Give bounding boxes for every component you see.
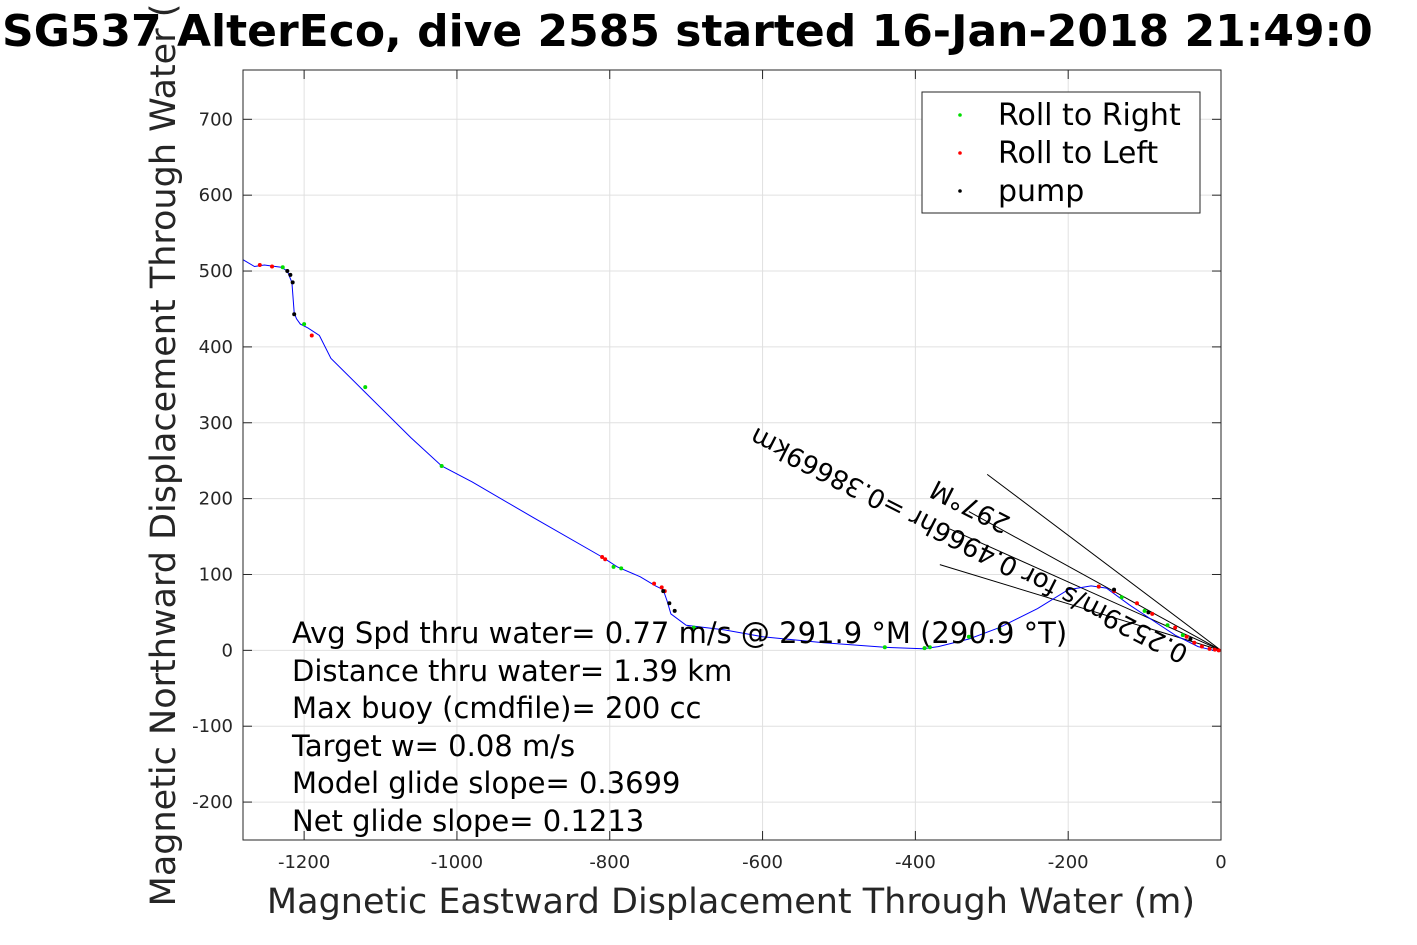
roll-left-point: [1212, 647, 1217, 652]
roll-right-point: [922, 646, 927, 651]
plot-border: [242, 69, 1222, 841]
stat-net-glide: Net glide slope= 0.1213: [292, 804, 644, 838]
axes: -1200 -1000 -800 -600 -400 -200 0-200-10001002…: [192, 70, 1227, 873]
stat-max-buoy: Max buoy (cmdfile)= 200 cc: [292, 691, 701, 725]
chart-title: SG537 AlterEco, dive 2585 started 16-Jan…: [2, 6, 1373, 57]
roll-left-point: [270, 264, 275, 269]
y-tick-label: -200: [192, 792, 233, 813]
pump-point: [672, 608, 677, 613]
data-points: [257, 262, 1221, 653]
annotation-line: [986, 473, 1222, 651]
legend-roll-right: Roll to Right: [998, 98, 1181, 133]
legend-box: [921, 91, 1201, 214]
pump-point: [1146, 610, 1151, 615]
x-tick-label: -1200: [278, 852, 330, 873]
annotation-lines: [939, 473, 1222, 651]
roll-right-point: [882, 645, 887, 650]
x-tick-label: -1000: [431, 852, 483, 873]
legend-marker-roll-right: [958, 113, 962, 117]
annotation-line: [939, 564, 1222, 651]
legend-roll-left: Roll to Left: [998, 136, 1158, 171]
roll-left-point: [309, 333, 314, 338]
roll-left-point: [1096, 584, 1101, 589]
stat-target-w: Target w= 0.08 m/s: [291, 729, 575, 763]
pump-point: [292, 312, 297, 317]
stats-block: Avg Spd thru water= 0.77 m/s @ 291.9 °M …: [291, 616, 1067, 838]
pump-point: [661, 589, 666, 594]
pump-point: [285, 269, 290, 274]
y-axis-label: Magnetic Northward Displacement Through …: [144, 4, 184, 907]
roll-left-point: [1184, 634, 1189, 639]
roll-right-point: [1165, 623, 1170, 628]
roll-left-point: [1150, 611, 1155, 616]
roll-right-point: [1142, 608, 1147, 613]
legend: Roll to Right Roll to Left pump: [921, 91, 1201, 214]
roll-right-point: [439, 464, 444, 468]
grid: [243, 70, 1222, 840]
track-line: [242, 259, 1221, 651]
legend-marker-pump: [958, 189, 962, 193]
stat-model-glide: Model glide slope= 0.3699: [292, 766, 680, 800]
x-tick-label: 0: [1215, 852, 1226, 873]
roll-left-point: [257, 262, 262, 267]
x-axis-label: Magnetic Eastward Displacement Through W…: [267, 882, 1195, 922]
y-tick-label: -100: [192, 716, 233, 737]
roll-right-point: [611, 564, 616, 569]
roll-right-point: [619, 566, 624, 571]
roll-left-point: [1192, 640, 1197, 645]
annotation-line: [949, 528, 1222, 651]
roll-left-point: [1216, 648, 1221, 653]
y-tick-label: 700: [199, 109, 233, 130]
roll-right-point: [1180, 633, 1185, 638]
roll-left-point: [1134, 601, 1139, 606]
stat-avg-speed: Avg Spd thru water= 0.77 m/s @ 291.9 °M …: [292, 616, 1067, 650]
roll-left-point: [600, 555, 605, 560]
pump-point: [1112, 587, 1117, 592]
legend-pump: pump: [998, 174, 1084, 209]
pump-point: [290, 280, 295, 285]
y-tick-label: 400: [199, 337, 233, 358]
roll-left-point: [652, 581, 657, 586]
y-tick-label: 200: [199, 489, 233, 510]
pump-point: [1188, 636, 1193, 641]
y-tick-label: 500: [199, 261, 233, 282]
roll-right-point: [280, 265, 285, 270]
roll-right-point: [302, 322, 307, 327]
x-tick-label: -200: [1048, 852, 1089, 873]
stat-distance: Distance thru water= 1.39 km: [292, 654, 732, 688]
roll-right-point: [927, 645, 932, 650]
y-tick-label: 0: [222, 640, 233, 661]
pump-point: [288, 272, 293, 277]
roll-left-point: [1173, 625, 1178, 630]
roll-right-point: [1119, 595, 1124, 600]
roll-left-point: [1207, 646, 1212, 651]
x-tick-label: -400: [895, 852, 936, 873]
y-tick-label: 600: [199, 185, 233, 206]
y-tick-label: 100: [199, 564, 233, 585]
roll-left-point: [1199, 644, 1204, 649]
x-tick-label: -800: [589, 852, 630, 873]
roll-left-point: [659, 585, 664, 590]
roll-right-point: [997, 627, 1002, 632]
pump-point: [667, 601, 672, 606]
roll-right-point: [966, 634, 971, 639]
x-tick-label: -600: [742, 852, 783, 873]
roll-left-point: [603, 557, 608, 562]
legend-marker-roll-left: [958, 151, 962, 155]
roll-right-point: [363, 385, 368, 390]
annotation-line: [968, 511, 1222, 651]
roll-right-point: [691, 625, 696, 630]
y-tick-label: 300: [199, 413, 233, 434]
